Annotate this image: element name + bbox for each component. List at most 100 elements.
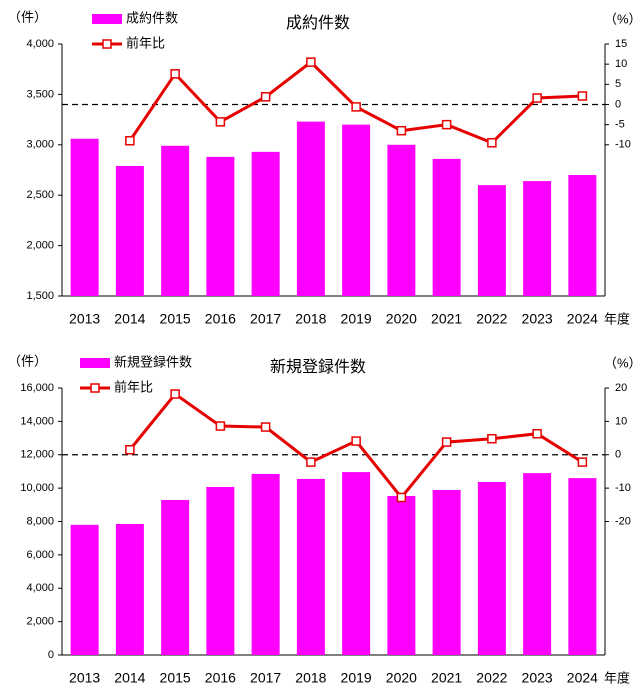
x-tick-label: 2024	[567, 670, 598, 686]
y2-tick-label: 0	[615, 98, 621, 110]
bar	[206, 486, 235, 655]
bar	[206, 156, 235, 296]
y-axis-label: （件）	[8, 9, 47, 24]
chart-title: 成約件数	[286, 14, 350, 32]
bar	[161, 145, 190, 296]
marker	[125, 136, 135, 146]
marker	[170, 389, 180, 399]
marker	[215, 421, 226, 431]
x-tick-label: 2013	[69, 670, 100, 686]
x-tick-label: 2019	[341, 311, 372, 327]
legend-marker	[90, 383, 100, 393]
marker	[577, 457, 588, 467]
legend-swatch	[80, 358, 110, 368]
marker	[215, 117, 226, 127]
legend-swatch	[92, 14, 122, 24]
y-tick-label: 3,500	[26, 88, 54, 100]
bar	[568, 175, 597, 296]
bar	[432, 158, 461, 296]
marker	[487, 433, 497, 444]
x-tick-label: 2018	[295, 670, 326, 686]
y2-tick-label: -10	[615, 139, 631, 151]
bar	[477, 481, 506, 655]
bar	[342, 124, 371, 296]
bar	[70, 138, 99, 296]
bar	[477, 185, 506, 296]
x-axis-label: 年度	[604, 311, 630, 326]
y2-tick-label: -5	[615, 119, 625, 131]
x-tick-label: 2018	[295, 311, 326, 327]
bar	[70, 524, 99, 655]
bar	[115, 524, 144, 655]
bar	[161, 499, 190, 655]
marker	[306, 457, 316, 467]
marker	[170, 69, 180, 79]
x-tick-label: 2023	[522, 670, 553, 686]
bar	[523, 181, 552, 296]
y-tick-label: 10,000	[20, 482, 54, 494]
bar	[251, 151, 280, 296]
marker	[396, 125, 407, 136]
y-tick-label: 14,000	[20, 415, 54, 427]
legend-label: 前年比	[114, 379, 153, 394]
marker	[441, 119, 452, 130]
marker	[125, 444, 135, 455]
x-tick-label: 2022	[476, 670, 507, 686]
marker	[532, 93, 542, 103]
x-tick-label: 2021	[431, 670, 462, 686]
y2-axis-label: （%）	[604, 11, 634, 26]
x-tick-label: 2017	[250, 311, 281, 327]
marker	[441, 437, 452, 447]
y-tick-label: 1,500	[26, 290, 54, 302]
marker	[351, 102, 361, 112]
y-tick-label: 4,000	[26, 582, 54, 594]
x-tick-label: 2014	[114, 670, 145, 686]
marker	[306, 57, 316, 67]
x-tick-label: 2019	[341, 670, 372, 686]
y-tick-label: 8,000	[26, 515, 54, 527]
y2-tick-label: -10	[615, 482, 631, 494]
x-tick-label: 2024	[567, 311, 598, 327]
bar	[342, 472, 371, 655]
marker	[260, 92, 271, 102]
y2-tick-label: -20	[615, 515, 631, 527]
y2-tick-label: 15	[615, 38, 627, 50]
bar	[432, 489, 461, 655]
y-tick-label: 2,000	[26, 616, 54, 628]
y-axis-label: （件）	[8, 353, 47, 368]
marker	[532, 428, 542, 439]
bar	[296, 121, 325, 296]
bar	[387, 144, 416, 296]
marker	[487, 138, 497, 148]
x-tick-label: 2021	[431, 311, 462, 327]
marker	[577, 91, 588, 101]
legend-label: 前年比	[126, 35, 165, 50]
y-tick-label: 4,000	[26, 38, 54, 50]
y-tick-label: 0	[48, 649, 54, 661]
x-tick-label: 2013	[69, 311, 100, 327]
y2-tick-label: 10	[615, 58, 627, 70]
bar	[296, 478, 325, 655]
bar	[251, 473, 280, 655]
y2-tick-label: 0	[615, 449, 621, 461]
legend-marker	[102, 39, 112, 49]
marker	[396, 492, 407, 503]
legend-label: 新規登録件数	[114, 354, 192, 369]
y2-axis-label: （%）	[604, 355, 634, 370]
x-tick-label: 2020	[386, 670, 417, 686]
y2-tick-label: 10	[615, 415, 627, 427]
x-tick-label: 2014	[114, 311, 145, 327]
marker	[260, 422, 271, 432]
legend-label: 成約件数	[126, 10, 178, 25]
x-tick-label: 2015	[160, 670, 191, 686]
x-tick-label: 2017	[250, 670, 281, 686]
x-tick-label: 2022	[476, 311, 507, 327]
bar	[115, 165, 144, 296]
marker	[351, 436, 361, 446]
y-tick-label: 3,000	[26, 139, 54, 151]
x-tick-label: 2016	[205, 311, 236, 327]
x-tick-label: 2016	[205, 670, 236, 686]
y2-tick-label: 20	[615, 382, 627, 394]
x-tick-label: 2015	[160, 311, 191, 327]
